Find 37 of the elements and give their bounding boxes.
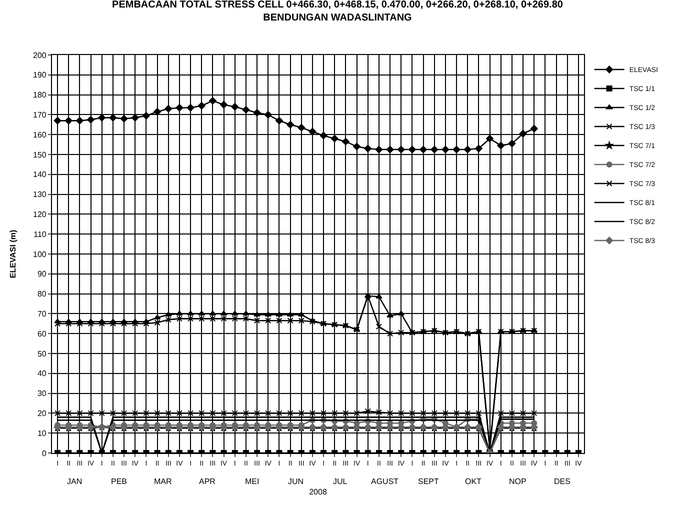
y-tick-label: 0	[42, 448, 47, 458]
y-tick-label: 180	[33, 90, 47, 100]
y-tick-label: 10	[37, 428, 47, 438]
text: SEPT	[418, 477, 440, 486]
y-axis-title: ELEVASI (m)	[8, 230, 18, 278]
y-tick-label: 150	[33, 150, 47, 160]
x-axis-title: 2008	[309, 488, 328, 496]
text: JUN	[288, 477, 304, 486]
chart-title: PEMBACAAN TOTAL STRESS CELL 0+466.30, 0+468.15, 0.470.00, 0+266.20, 0+268.10, 0+269.80	[112, 0, 564, 11]
y-tick-label: 80	[37, 290, 47, 299]
y-tick-label: 70	[37, 310, 47, 318]
y-tick-label: 130	[33, 190, 47, 200]
y-tick-label: 170	[33, 110, 47, 120]
text: JAN	[67, 477, 82, 486]
text: APR	[199, 477, 216, 486]
y-tick-label: 60	[37, 329, 47, 338]
y-tick-label: 200	[33, 50, 47, 60]
y-tick-label: 50	[37, 349, 47, 358]
text: DES	[554, 477, 570, 486]
y-tick-label: 120	[33, 210, 47, 219]
y-tick-label: 110	[34, 230, 47, 239]
text: AGUST	[371, 477, 399, 486]
text: JUL	[333, 477, 348, 486]
text: MAR	[154, 477, 172, 486]
text: NOP	[509, 477, 526, 486]
y-tick-label: 30	[37, 389, 47, 398]
text: OKT	[465, 477, 482, 486]
y-tick-label: 100	[33, 250, 47, 259]
y-tick-label: 90	[37, 270, 47, 279]
y-tick-label: 40	[37, 369, 47, 378]
y-tick-label: 190	[33, 70, 47, 80]
y-tick-label: 160	[33, 130, 47, 140]
chart-subtitle: BENDUNGAN WADASLINTANG	[263, 12, 412, 24]
text: MEI	[245, 477, 260, 486]
y-tick-label: 20	[37, 409, 47, 418]
text: PEB	[111, 477, 128, 486]
y-tick-label: 140	[33, 170, 47, 180]
